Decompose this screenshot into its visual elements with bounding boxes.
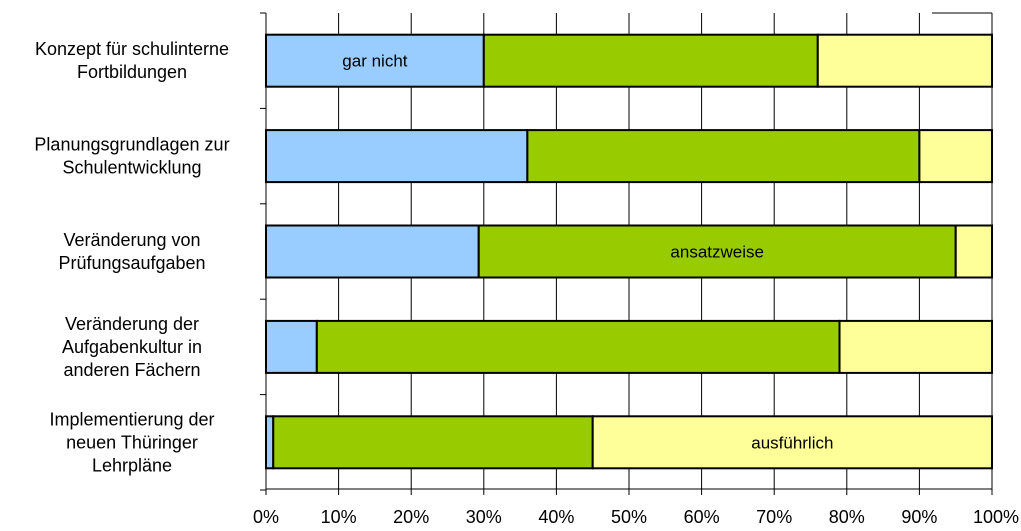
segment-labels: gar nicht ansatzweise ausführlich [342,52,833,453]
axes [260,12,993,495]
category-label: Veränderung der [65,314,199,334]
category-label: Prüfungsaufgaben [58,253,205,273]
bar-segment-ausfuehrlich [918,129,994,184]
category-label: neuen Thüringer [66,432,198,452]
segment-label: ausführlich [751,433,833,452]
category-label: Lehrpläne [92,455,172,475]
segment-label: gar nicht [342,52,407,71]
segment-label: ansatzweise [670,243,764,262]
category-label: Aufgabenkultur in [62,337,202,357]
x-tick-label: 70% [756,507,792,527]
category-label: anderen Fächern [63,360,200,380]
category-label: Veränderung von [63,230,200,250]
x-tick-label: 40% [538,507,574,527]
x-tick-label: 100% [973,507,1019,527]
category-label: Schulentwicklung [62,158,201,178]
category-label: Konzept für schulinterne [35,39,229,59]
bar-segment-gar-nicht [265,415,275,470]
x-tick-label: 20% [393,507,429,527]
bar-segment-ausfuehrlich [591,415,993,470]
bars [265,33,994,470]
category-labels: Konzept für schulinterne Fortbildungen Pla… [34,39,229,475]
x-tick-label: 60% [684,507,720,527]
bar-segment-ausfuehrlich [838,319,993,374]
bar-segment-ausfuehrlich [954,224,994,279]
category-label: Implementierung der [49,409,214,429]
x-tick-labels: 0% 10% 20% 30% 40% 50% 60% 70% 80% 90% 100% [253,507,1019,527]
category-label: Planungsgrundlagen zur [34,135,229,155]
bar-segment-ansatzweise [526,129,921,184]
x-tick-label: 10% [321,507,357,527]
x-tick-label: 0% [253,507,279,527]
bar-segment-ausfuehrlich [816,33,994,88]
x-tick-label: 30% [466,507,502,527]
bar-segment-ansatzweise [315,319,841,374]
bar-segment-gar-nicht [265,319,318,374]
x-tick-label: 90% [901,507,937,527]
bar-segment-gar-nicht [265,224,480,279]
category-label: Fortbildungen [77,62,187,82]
bar-segment-ansatzweise [482,33,819,88]
bar-segment-ansatzweise [272,415,594,470]
x-tick-label: 50% [611,507,647,527]
bar-segment-gar-nicht [265,33,485,88]
bar-segment-gar-nicht [265,129,529,184]
x-tick-label: 80% [829,507,865,527]
